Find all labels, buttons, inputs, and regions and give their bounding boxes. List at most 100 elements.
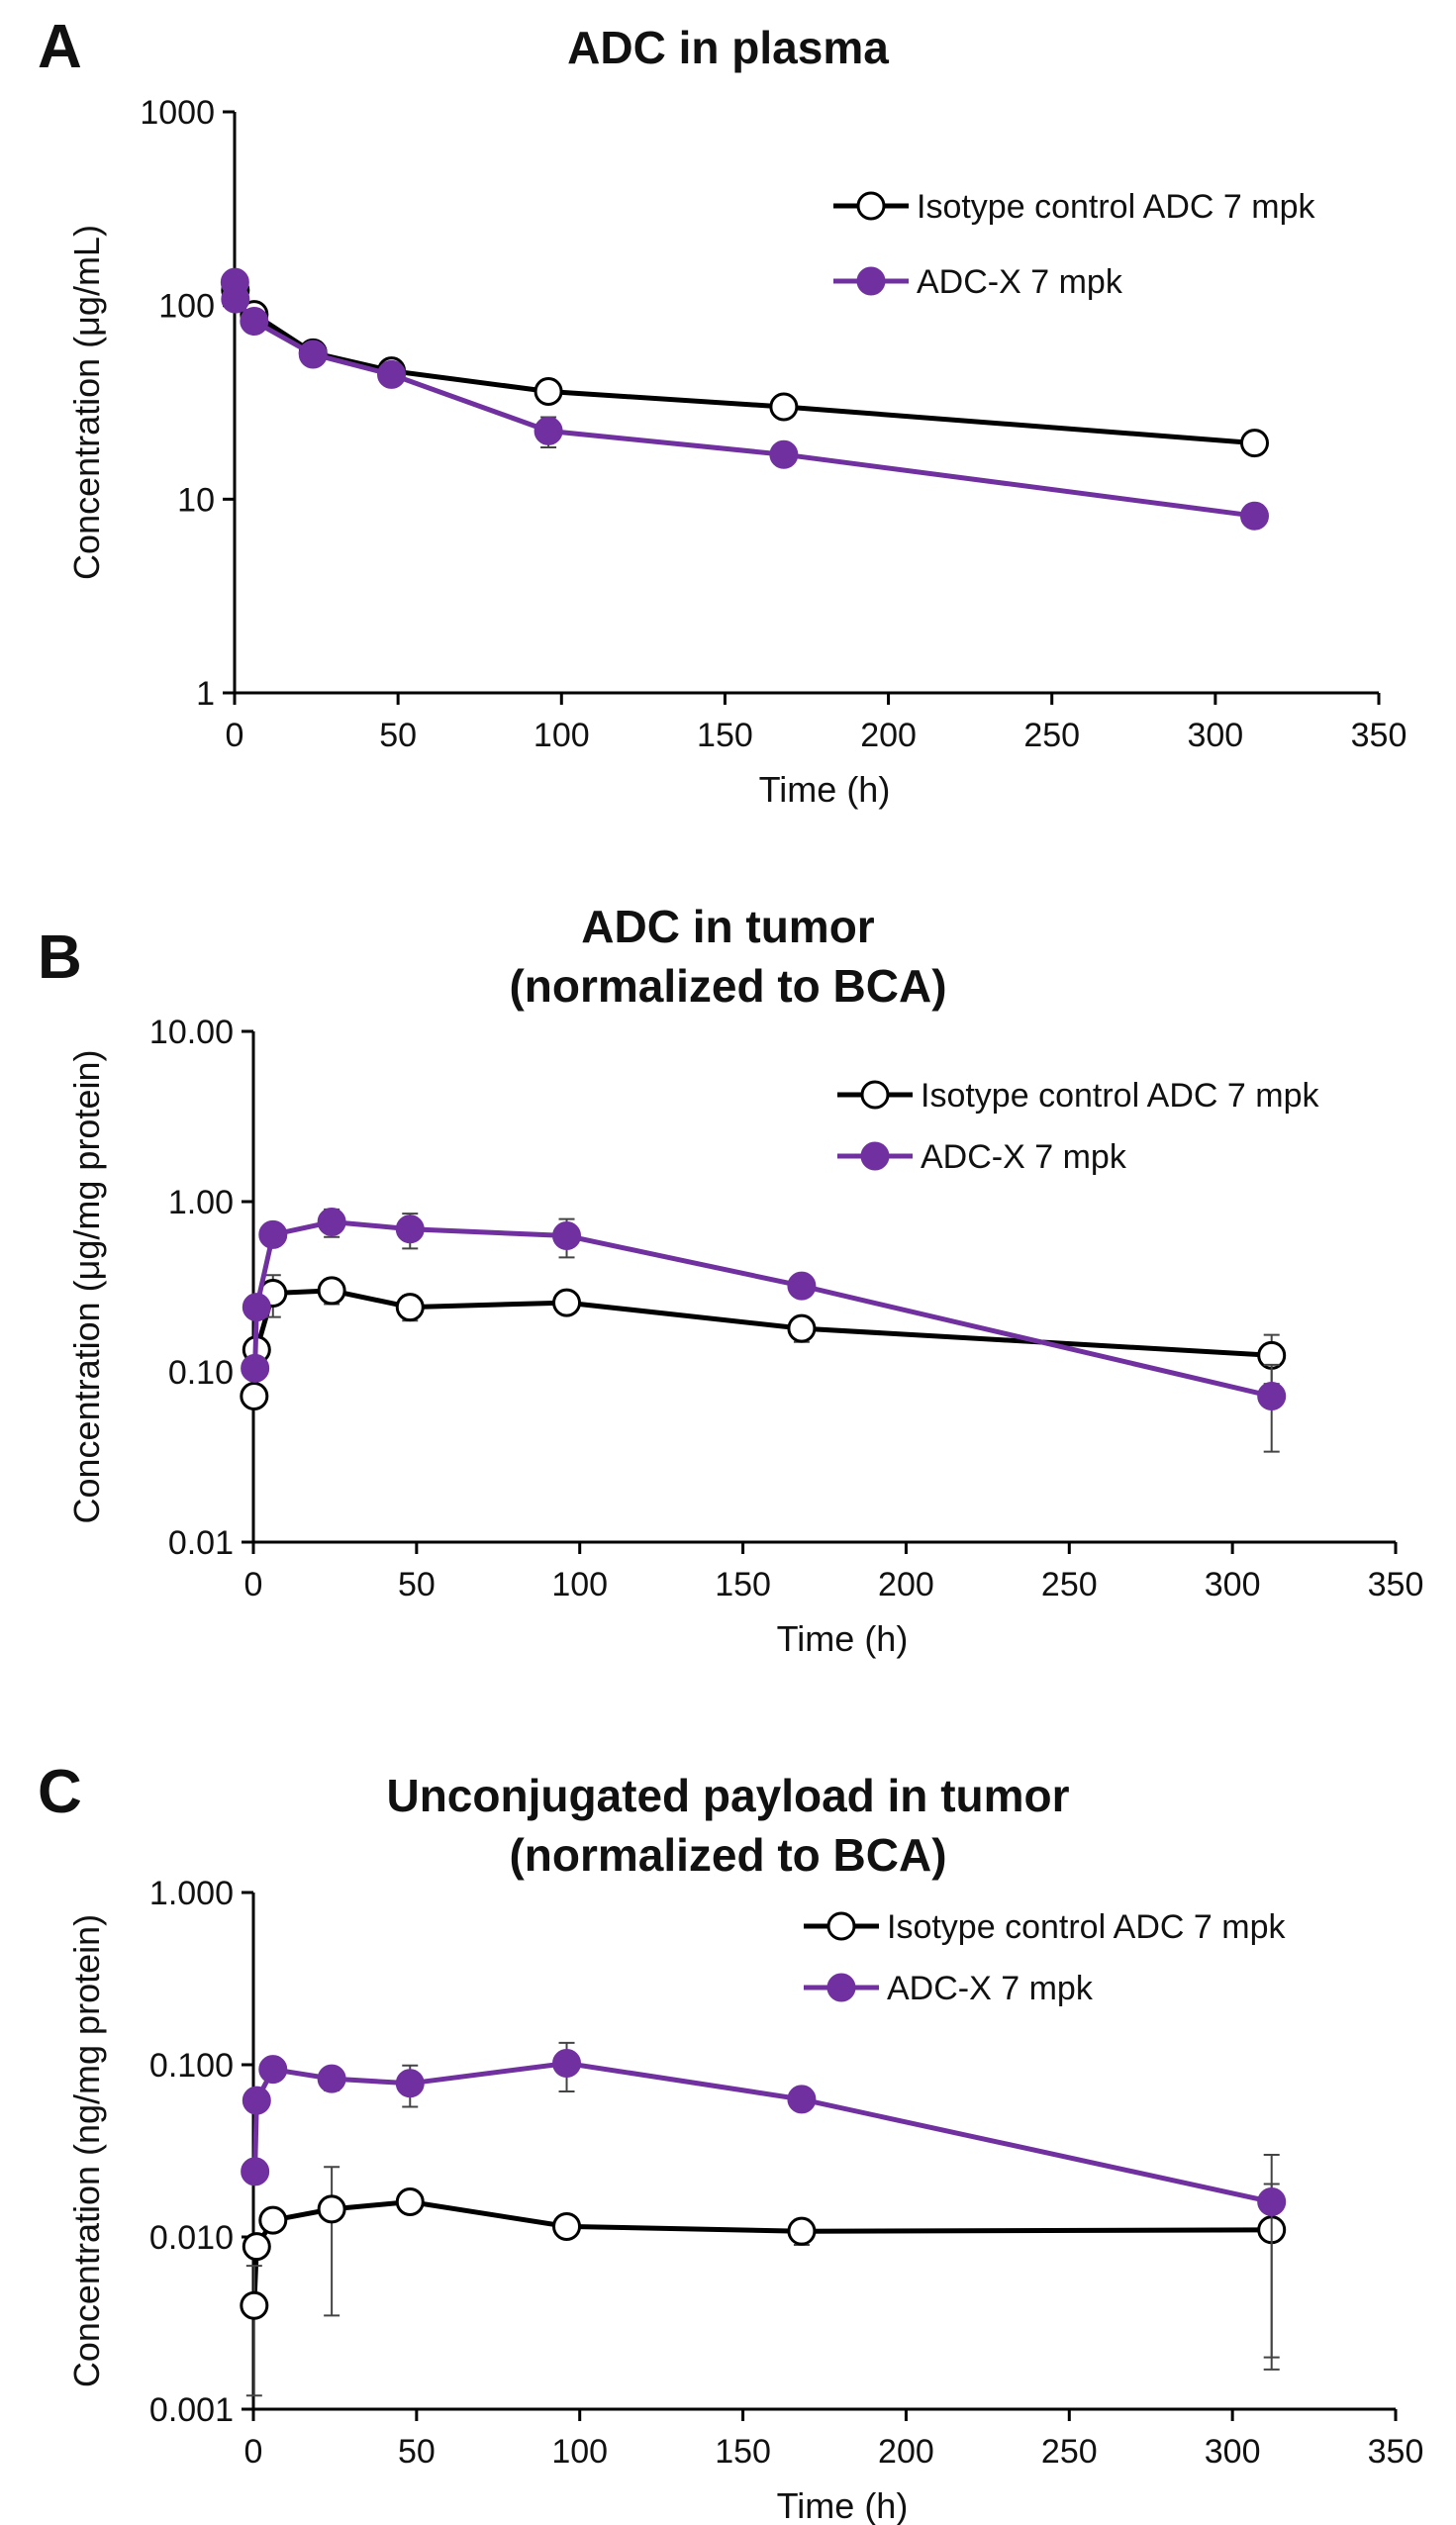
data-point [552,2049,582,2079]
legend-marker [856,266,886,296]
x-tick-label: 0 [226,717,244,754]
data-point [240,1382,269,1411]
chart-title-line: Unconjugated payload in tumor [386,1770,1070,1821]
x-axis-label: Time (h) [777,1618,909,1659]
x-tick-label: 50 [398,2433,436,2471]
data-point [1239,501,1269,531]
chart-title-line: ADC in tumor [581,901,875,952]
data-point [1239,429,1269,458]
data-point [242,2232,271,2262]
x-tick-label: 300 [1187,717,1243,754]
data-point [395,1214,425,1244]
data-point [787,1313,817,1343]
data-point [534,376,563,406]
y-tick-label: 10 [177,481,215,519]
x-tick-label: 250 [1023,717,1080,754]
chart-subtitle-line: (normalized to BCA) [509,960,947,1012]
legend-marker [860,1080,890,1110]
data-point [221,284,250,314]
legend-marker [856,191,886,221]
chart-title: ADC in tumor (normalized to BCA) [0,897,1456,1016]
plot-area: 0 50 100 150 200 250 300 350 0.001 0.010 0.100 1.00… [66,1875,1424,2525]
legend-marker [860,1141,890,1171]
data-point [240,307,269,337]
data-point [377,359,407,389]
chart-subtitle-line: (normalized to BCA) [509,1829,947,1881]
data-point [317,1208,346,1237]
data-point [769,392,799,422]
y-axis-label: Concentration (μg/mL) [66,225,107,580]
x-tick-label: 300 [1205,2433,1261,2471]
legend-marker [826,1911,856,1941]
data-point [1257,2186,1287,2216]
y-tick-label: 0.100 [149,2047,234,2085]
data-point [317,2064,346,2093]
x-tick-label: 200 [878,2433,934,2471]
chart-title: ADC in plasma [0,18,1456,77]
legend-label: Isotype control ADC 7 mpk [921,1077,1320,1115]
y-tick-label: 1000 [140,94,215,132]
x-tick-label: 200 [878,1566,934,1603]
data-point [258,2205,288,2235]
x-axis-label: Time (h) [759,769,891,810]
x-tick-label: 300 [1205,1566,1261,1603]
chart-title: Unconjugated payload in tumor (normalize… [0,1766,1456,1885]
data-point [317,1276,346,1306]
data-point [240,2290,269,2320]
y-tick-label: 100 [158,288,215,326]
data-point [258,1219,288,1249]
y-tick-label: 10.00 [149,1014,234,1051]
data-point [787,2085,817,2114]
data-point [242,2086,271,2115]
x-tick-label: 50 [398,1566,436,1603]
y-tick-label: 1 [196,675,215,713]
series-line [251,2198,1272,2306]
x-tick-label: 100 [534,717,590,754]
x-tick-label: 250 [1041,2433,1098,2471]
data-point [242,1293,271,1322]
series-line [232,282,1255,519]
data-point [787,1271,817,1301]
legend-label: ADC-X 7 mpk [917,263,1123,301]
x-axis-label: Time (h) [777,2485,909,2525]
data-point [395,2186,425,2216]
data-point [769,439,799,469]
panel-c: C Unconjugated payload in tumor (normali… [0,1663,1456,2525]
legend-label: ADC-X 7 mpk [921,1138,1127,1176]
data-point [395,2069,425,2098]
plot-area: 0 50 100 150 200 250 300 350 0.01 0.10 1.00 10.00 Ti… [66,1014,1424,1659]
data-point [787,2216,817,2246]
y-tick-label: 0.010 [149,2219,234,2257]
x-tick-label: 250 [1041,1566,1098,1603]
x-tick-label: 350 [1368,2433,1424,2471]
data-point [298,340,328,369]
x-tick-label: 100 [551,1566,608,1603]
x-tick-label: 0 [244,1566,263,1603]
data-point [552,2211,582,2241]
data-point [258,2055,288,2085]
x-tick-label: 100 [551,2433,608,2471]
data-point [534,416,563,445]
panel-letter: A [38,13,82,81]
y-tick-label: 0.01 [168,1524,234,1562]
data-point [552,1288,582,1317]
plot-area: 0 50 100 150 200 250 300 350 1 10 100 1000 Time (h) C… [66,94,1407,810]
legend-label: Isotype control ADC 7 mpk [917,188,1316,226]
x-tick-label: 200 [860,717,917,754]
y-tick-label: 1.00 [168,1184,234,1221]
panel-letter: C [38,1758,82,1826]
x-tick-label: 350 [1368,1566,1424,1603]
x-tick-label: 150 [697,717,753,754]
y-axis-label: Concentration (μg/mg protein) [66,1050,107,1524]
panel-letter: B [38,923,82,992]
panel-a: A ADC in plasma 0 50 100 150 200 250 300 350 1 10… [0,0,1456,831]
panel-b: B ADC in tumor (normalized to BCA) 0 50 10… [0,831,1456,1663]
legend-label: ADC-X 7 mpk [887,1970,1094,2007]
data-point [552,1221,582,1251]
y-axis-label: Concentration (ng/mg protein) [66,1914,107,2387]
data-point [1257,1382,1287,1411]
data-point [241,2157,270,2186]
data-point [241,1353,270,1383]
data-point [317,2194,346,2224]
legend-marker [826,1973,856,2002]
